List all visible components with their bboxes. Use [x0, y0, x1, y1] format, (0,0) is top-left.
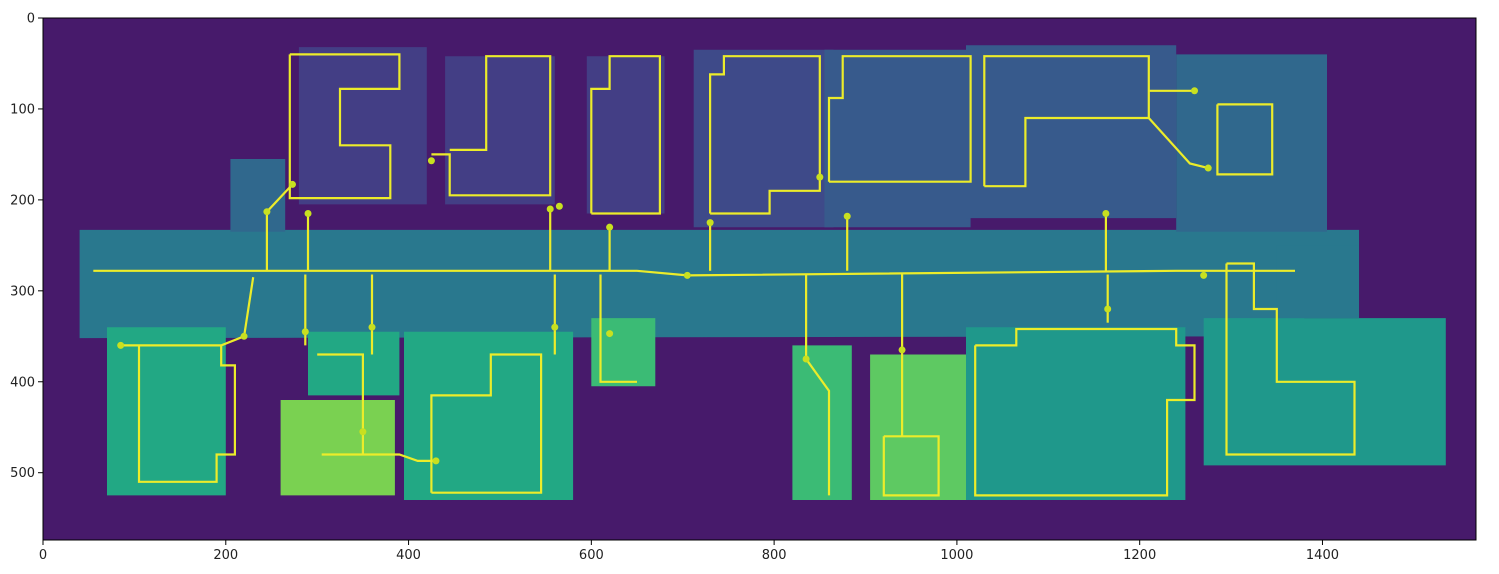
path-node — [432, 457, 440, 465]
region-room-right-mid — [1276, 245, 1359, 319]
y-tick-label: 400 — [10, 375, 35, 390]
x-tick-label: 600 — [579, 548, 604, 563]
path-segment — [827, 55, 972, 183]
path-node — [368, 323, 376, 331]
x-tick-label: 1400 — [1306, 548, 1339, 563]
path-node — [555, 202, 563, 210]
path-node — [843, 212, 851, 220]
y-tick-label: 100 — [10, 102, 35, 117]
path-node — [606, 330, 614, 338]
region-room-bottom-3b — [308, 331, 400, 396]
path-segment — [431, 55, 552, 197]
region-room-top-2 — [445, 56, 555, 205]
region-room-bottom-5 — [792, 345, 852, 500]
path-segment — [137, 345, 236, 483]
path-segment — [1225, 262, 1356, 456]
path-node — [359, 428, 367, 436]
path-node — [301, 328, 309, 336]
region-room-left-tall — [230, 159, 286, 232]
region-room-top-7 — [1176, 54, 1327, 232]
path-node — [1191, 87, 1199, 95]
x-tick-label: 1000 — [940, 548, 973, 563]
path-segment — [1216, 103, 1274, 176]
plot-frame — [42, 17, 1477, 541]
path-segment — [1147, 117, 1209, 170]
region-room-top-6 — [966, 45, 1177, 219]
axes: 0 200 400 600 800 1000 1200 1400 0 100 200 300 400 50… — [10, 12, 1477, 563]
y-tick-label: 500 — [10, 466, 35, 481]
region-room-top-5 — [824, 49, 971, 228]
path-node — [683, 271, 691, 279]
path-segment — [120, 277, 255, 347]
path-segment — [599, 274, 637, 383]
path-segment — [288, 53, 401, 200]
region-room-top-4 — [693, 49, 834, 228]
path-segment — [974, 327, 1196, 497]
x-tick-label: 400 — [396, 548, 421, 563]
path-node — [1104, 305, 1112, 313]
region-room-top-3 — [586, 56, 665, 214]
path-node — [117, 341, 125, 349]
x-tick-label: 0 — [39, 548, 47, 563]
region-corridor — [79, 229, 1360, 339]
y-tick-label: 200 — [10, 193, 35, 208]
path-node — [1200, 271, 1208, 279]
path-segment — [590, 55, 662, 215]
path-segment — [882, 435, 940, 497]
x-tick-label: 200 — [213, 548, 238, 563]
path-node — [706, 219, 714, 227]
region-room-bottom-1 — [107, 327, 226, 496]
path-segment — [804, 274, 831, 496]
path-node — [240, 332, 248, 340]
path-node — [427, 157, 435, 165]
path-node — [816, 173, 824, 181]
path-node — [898, 346, 906, 354]
path-node — [263, 208, 271, 216]
path-segment — [708, 55, 821, 215]
region-room-bottom-2 — [280, 400, 395, 496]
path-node — [606, 223, 614, 231]
region-room-top-1 — [298, 47, 427, 205]
x-tick-label: 800 — [762, 548, 787, 563]
path-node — [1102, 210, 1110, 218]
y-tick-label: 0 — [27, 12, 35, 27]
path-node — [1204, 164, 1212, 172]
region-room-bottom-6 — [870, 354, 989, 500]
path-node — [802, 355, 810, 363]
path-node — [304, 210, 312, 218]
y-tick-label: 300 — [10, 284, 35, 299]
path-segment — [317, 353, 436, 462]
region-room-bottom-8 — [1203, 318, 1446, 466]
plot-area — [43, 18, 1476, 540]
x-tick-label: 1200 — [1123, 548, 1156, 563]
path-segment — [430, 353, 543, 494]
region-room-bottom-7 — [966, 327, 1186, 500]
path-node — [551, 323, 559, 331]
path-node — [546, 205, 554, 213]
path-node — [288, 180, 296, 188]
region-room-bottom-3 — [404, 331, 574, 500]
